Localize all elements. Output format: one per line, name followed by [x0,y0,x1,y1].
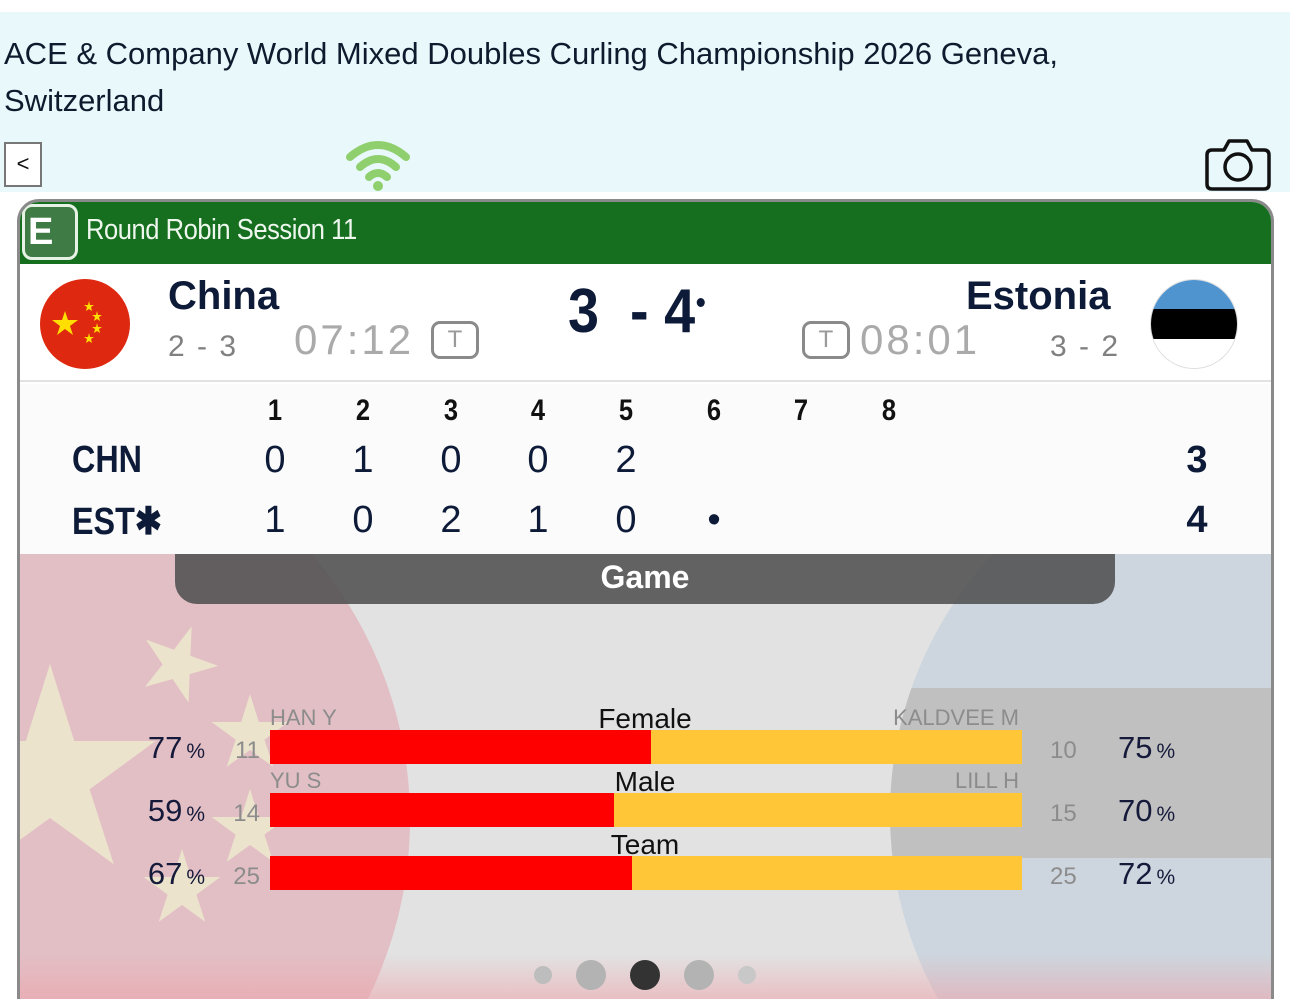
end-number: 7 [793,394,809,427]
left-pct: 59% [147,793,205,828]
end-number: 2 [355,394,371,427]
game-card-header: E Round Robin Session 11 [20,202,1271,264]
left-player-name: HAN Y [270,705,337,730]
right-player-name: LILL H [954,768,1019,793]
page-dot[interactable] [576,960,606,990]
category-label: Female [598,703,692,734]
left-shots: 11 [235,737,260,764]
end-number: 6 [706,394,722,427]
comparison-bar [270,793,1022,827]
left-player-name: YU S [270,768,322,793]
home-score: 3 [568,277,600,346]
left-shots: 14 [233,800,260,827]
china-flag-icon [40,279,130,369]
wifi-icon [346,141,410,191]
left-pct: 77% [147,730,205,765]
end-number: 3 [443,394,459,427]
end-score: 1 [527,499,549,541]
right-shots: 10 [1050,737,1077,764]
right-pct: 75% [1118,730,1176,765]
right-shots: 15 [1050,800,1077,827]
stat-row-male: YU S Male LILL H 59% 14 15 70% [20,766,1271,832]
end-score: 0 [440,439,462,481]
total-score: 4 [1186,499,1208,541]
tab-game[interactable]: Game [175,554,1115,604]
linescore-row-chn: CHN 0 1 0 0 2 3 [20,439,1271,489]
end-number: 5 [618,394,634,427]
star-icon [144,626,219,703]
end-number: 8 [881,394,897,427]
game-score: 3 - 4 [568,276,706,347]
away-team-name: Estonia [966,274,1111,318]
current-end-marker: • [707,499,721,541]
right-player-name: KALDVEE M [893,705,1019,730]
session-label: Round Robin Session 11 [86,214,357,246]
teams-row: China 2 - 3 07:12 T 3 - 4 T 08:01 Estoni… [20,264,1271,382]
right-pct: 70% [1118,793,1176,828]
home-clock: 07:12 [294,316,415,363]
top-bar: ACE & Company World Mixed Doubles Curlin… [0,12,1290,192]
estonia-flag-icon [1150,279,1238,369]
end-number: 4 [530,394,546,427]
star-icon [143,849,221,922]
end-score: 0 [352,499,374,541]
stats-panel: Game HAN Y Female KALDVEE M 77% 11 10 75… [20,554,1271,999]
team-abbr: CHN [72,439,142,481]
total-score: 3 [1186,439,1208,481]
home-team-name: China [168,274,280,318]
right-shots: 25 [1050,863,1077,890]
page-dot[interactable] [738,966,756,984]
sheet-badge: E [22,204,78,260]
hammer-dot-icon [696,298,706,307]
end-score: 2 [440,499,462,541]
estonia-flag-background [890,554,1271,999]
end-score: 0 [527,439,549,481]
home-record: 2 - 3 [168,330,239,363]
page-dot[interactable] [534,966,552,984]
end-number: 1 [267,394,283,427]
end-score: 0 [615,499,637,541]
page-indicator [0,906,1290,990]
linescore: 1 2 3 4 5 6 7 8 CHN 0 1 0 0 2 3 EST✱ 1 0… [20,384,1271,554]
left-shots: 25 [233,863,260,890]
end-score: 0 [264,439,286,481]
home-timeout-icon: T [431,321,479,359]
page-dot[interactable] [684,960,714,990]
category-label: Male [614,766,676,797]
end-score: 1 [352,439,374,481]
away-score: 4 [664,277,696,346]
page-title: ACE & Company World Mixed Doubles Curlin… [4,36,1058,118]
back-button[interactable]: < [4,142,42,187]
away-record: 3 - 2 [1050,330,1121,363]
end-score: 1 [264,499,286,541]
end-score: 2 [615,439,637,481]
linescore-row-est: EST✱ 1 0 2 1 0 • 4 [20,499,1271,549]
category-label: Team [610,829,680,860]
left-pct: 67% [147,856,205,891]
stat-row-female: HAN Y Female KALDVEE M 77% 11 10 75% [20,703,1271,769]
star-icon [211,694,289,767]
comparison-bar [270,856,1022,890]
comparison-bar [270,730,1022,764]
camera-icon[interactable] [1204,136,1272,192]
star-icon [211,789,289,862]
game-card[interactable]: E Round Robin Session 11 China 2 - 3 07:… [17,199,1274,999]
away-timeout-icon: T [802,321,850,359]
star-icon [20,664,156,865]
page-dot-active[interactable] [630,960,660,990]
stat-row-team: Team 67% 25 25 72% [20,829,1271,895]
team-abbr: EST✱ [72,501,162,543]
away-clock: 08:01 [860,316,981,363]
right-pct: 72% [1118,856,1176,891]
